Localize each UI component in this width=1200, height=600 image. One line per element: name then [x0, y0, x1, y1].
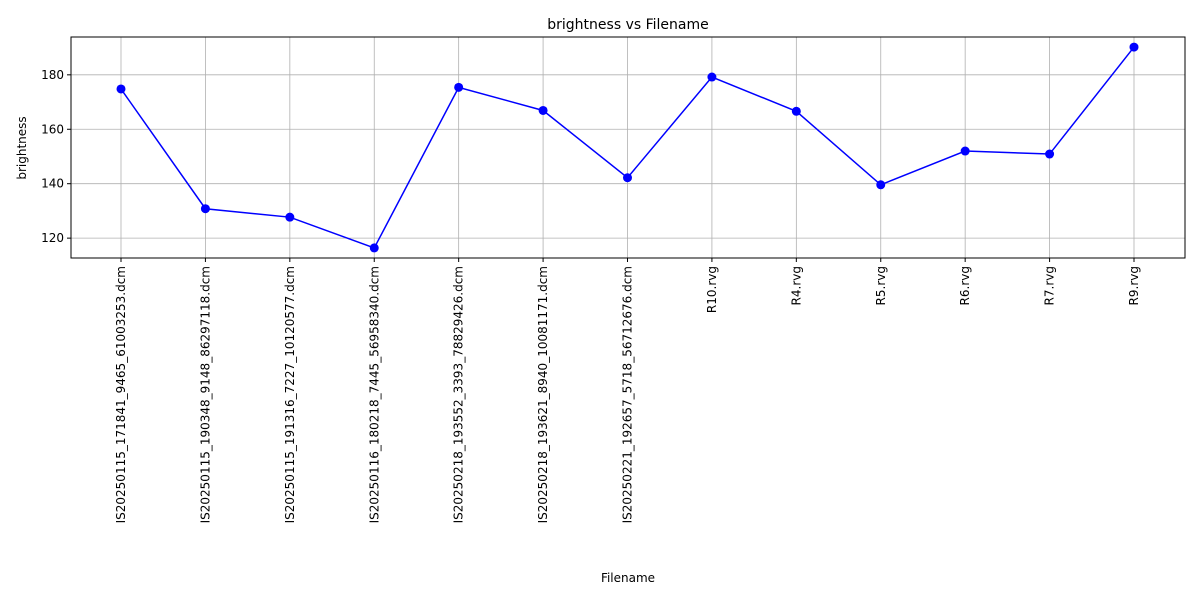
data-point — [538, 105, 548, 115]
data-point — [707, 72, 717, 82]
data-point — [623, 173, 632, 183]
x-tick-label: R5.rvg — [874, 266, 888, 305]
data-point — [369, 243, 379, 253]
data-point — [791, 106, 801, 116]
x-tick-label: IS20250221_192657_5718_56712676.dcm — [621, 266, 635, 523]
x-tick-label: IS20250116_180218_7445_56958340.dcm — [367, 266, 381, 523]
y-axis: 120 140 160 180 — [41, 68, 71, 245]
data-point — [1129, 42, 1139, 52]
x-tick-label: IS20250218_193552_3393_78829426.dcm — [452, 266, 466, 523]
x-tick-label: IS20250115_190348_9148_86297118.dcm — [198, 266, 212, 523]
x-tick-label: IS20250115_191316_7227_10120577.dcm — [283, 266, 297, 523]
x-tick-label: IS20250115_171841_9465_61003253.dcm — [114, 266, 128, 523]
y-tick-label: 160 — [41, 122, 64, 136]
series-layer — [116, 42, 1139, 253]
chart-title: brightness vs Filename — [547, 17, 708, 33]
data-point — [960, 146, 970, 156]
x-tick-label: R4.rvg — [789, 266, 803, 305]
x-axis-label: Filename — [601, 571, 655, 585]
y-tick-label: 140 — [41, 177, 64, 191]
data-point — [285, 212, 295, 222]
y-tick-label: 120 — [41, 231, 64, 245]
data-point — [1045, 149, 1055, 159]
x-axis: IS20250115_171841_9465_61003253.dcm IS202… — [114, 258, 1141, 523]
grid — [71, 37, 1185, 258]
y-tick-label: 180 — [41, 68, 64, 82]
data-point — [200, 204, 210, 214]
x-tick-label: R9.rvg — [1127, 266, 1141, 305]
x-tick-label: IS20250218_193621_8940_10081171.dcm — [536, 266, 550, 523]
data-point — [116, 84, 126, 94]
data-point — [454, 82, 464, 92]
y-axis-label: brightness — [15, 116, 29, 179]
plot-frame — [70, 36, 1186, 259]
x-tick-label: R10.rvg — [705, 266, 719, 313]
x-tick-label: R6.rvg — [958, 266, 972, 305]
x-tick-label: R7.rvg — [1043, 266, 1057, 305]
data-point — [876, 180, 886, 190]
